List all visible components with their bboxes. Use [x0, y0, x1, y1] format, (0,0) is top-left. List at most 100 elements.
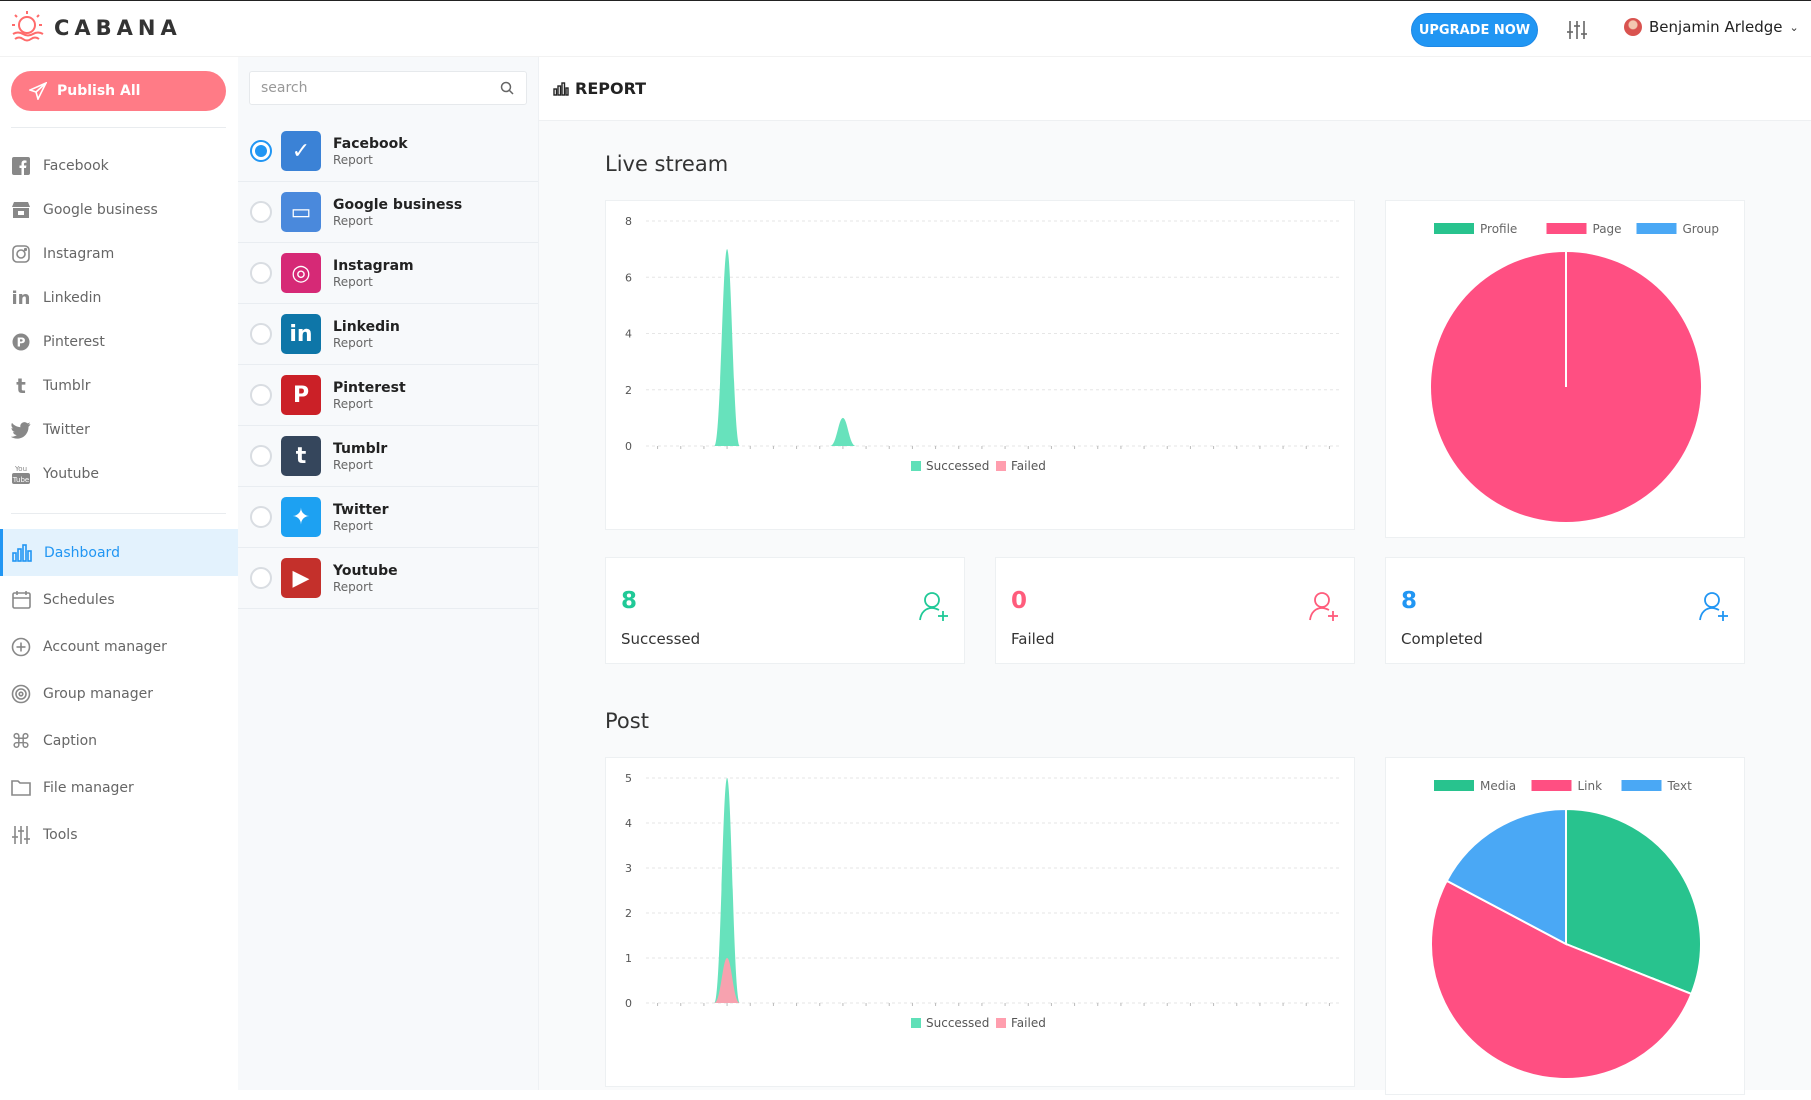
sidebar-item-tumblr[interactable]: t Tumblr	[0, 364, 238, 408]
sidebar-item-file-manager[interactable]: File manager	[0, 764, 238, 811]
sidebar-item-label: Tumblr	[43, 378, 91, 394]
user-plus-icon	[919, 592, 948, 621]
successed-stat-card: 8 Successed	[605, 557, 965, 664]
account-row-youtube[interactable]: ▶ Youtube Report	[238, 548, 538, 609]
failed-count: 0	[1011, 588, 1028, 614]
account-row-google-business[interactable]: ▭ Google business Report	[238, 182, 538, 243]
account-row-twitter[interactable]: ✦ Twitter Report	[238, 487, 538, 548]
pie-legend-swatch[interactable]	[1636, 223, 1677, 234]
account-subtitle: Report	[333, 579, 373, 594]
legend-label: Successed	[926, 459, 989, 473]
sidebar-item-twitter[interactable]: Twitter	[0, 408, 238, 452]
select-radio[interactable]	[250, 140, 272, 162]
publish-all-button[interactable]: Publish All	[11, 71, 226, 111]
pie-legend-swatch[interactable]	[1434, 780, 1474, 791]
instagram-icon	[11, 244, 31, 264]
select-radio[interactable]	[250, 445, 272, 467]
live-stream-title: Live stream	[605, 152, 729, 176]
instagram-icon: ◎	[281, 253, 321, 293]
sidebar-item-caption[interactable]: ⌘ Caption	[0, 717, 238, 764]
pie-legend-swatch[interactable]	[1621, 780, 1662, 791]
sidebar-item-group-manager[interactable]: Group manager	[0, 670, 238, 717]
settings-sliders-icon[interactable]	[1566, 19, 1588, 41]
legend-label: Failed	[1011, 1016, 1046, 1030]
linkedin-icon: in	[11, 287, 31, 309]
select-radio[interactable]	[250, 201, 272, 223]
pinterest-icon: P	[281, 375, 321, 415]
user-menu[interactable]: Benjamin Arledge ⌄	[1624, 18, 1799, 36]
sidebar-item-youtube[interactable]: You Tube Youtube	[0, 452, 238, 496]
live-stream-pie-chart: Profile Page Group	[1385, 200, 1745, 538]
pie-legend-label: Text	[1667, 779, 1693, 793]
sidebar-item-label: File manager	[43, 779, 134, 796]
successed-label: Successed	[621, 630, 701, 648]
select-radio[interactable]	[250, 323, 272, 345]
account-name: Instagram	[333, 257, 414, 274]
pie-legend-label: Media	[1480, 779, 1516, 793]
linkedin-icon: in	[281, 314, 321, 354]
live-stream-area-chart: 0 2 4 6 8 Successed Failed	[605, 200, 1355, 530]
y-tick-label: 6	[625, 271, 632, 284]
account-row-facebook[interactable]: ✓ Facebook Report	[238, 121, 538, 182]
account-name: Linkedin	[333, 318, 400, 335]
failed-stat-card: 0 Failed	[995, 557, 1355, 664]
sidebar-item-label: Pinterest	[43, 334, 105, 350]
folder-icon	[11, 778, 31, 798]
select-radio[interactable]	[250, 567, 272, 589]
sidebar-item-schedules[interactable]: Schedules	[0, 576, 238, 623]
account-text: Facebook Report	[333, 136, 408, 167]
sidebar-item-label: Instagram	[43, 246, 115, 262]
select-radio[interactable]	[250, 262, 272, 284]
legend-label: Failed	[1011, 459, 1046, 473]
y-tick-label: 2	[625, 384, 632, 397]
pie-slice-text[interactable]	[1445, 807, 1567, 946]
search-icon[interactable]	[500, 81, 514, 95]
account-subtitle: Report	[333, 213, 373, 228]
pie-legend-swatch[interactable]	[1531, 780, 1572, 791]
sidebar-item-facebook[interactable]: Facebook	[0, 144, 238, 188]
user-plus-icon	[1699, 592, 1728, 621]
top-bar: CABANA UPGRADE NOW Benjamin Arledge ⌄	[0, 0, 1811, 57]
sidebar-item-pinterest[interactable]: P Pinterest	[0, 320, 238, 364]
pie-slice-link[interactable]	[1430, 879, 1693, 1080]
brand-logo[interactable]: CABANA	[10, 11, 182, 45]
sidebar-item-account-manager[interactable]: Account manager	[0, 623, 238, 670]
account-row-linkedin[interactable]: in Linkedin Report	[238, 304, 538, 365]
account-list-panel: search ✓ Facebook Report ▭ Google business Re…	[238, 57, 539, 1090]
pie-slice-media[interactable]	[1565, 807, 1702, 996]
sidebar-item-instagram[interactable]: Instagram	[0, 232, 238, 276]
pie-legend-label: Link	[1578, 779, 1603, 793]
svg-text:You: You	[14, 465, 27, 473]
command-icon: ⌘	[11, 728, 31, 753]
account-row-tumblr[interactable]: t Tumblr Report	[238, 426, 538, 487]
pie-legend-label: Profile	[1480, 222, 1517, 236]
post-chart-svg: 0 1 2 3 4 5 Successed Failed	[625, 772, 1341, 1030]
upgrade-now-button[interactable]: UPGRADE NOW	[1411, 13, 1538, 47]
select-radio[interactable]	[250, 506, 272, 528]
completed-label: Completed	[1401, 630, 1483, 648]
legend-swatch	[996, 461, 1006, 471]
select-radio[interactable]	[250, 384, 272, 406]
sidebar-item-linkedin[interactable]: in Linkedin	[0, 276, 238, 320]
account-text: Linkedin Report	[333, 319, 400, 350]
target-icon	[11, 684, 31, 704]
user-plus-icon	[1309, 592, 1338, 621]
search-input[interactable]: search	[249, 71, 527, 105]
legend-label: Successed	[926, 1016, 989, 1030]
post-pie-svg: Media Link Text	[1430, 779, 1702, 1080]
account-row-pinterest[interactable]: P Pinterest Report	[238, 365, 538, 426]
area-peak-successed	[830, 417, 856, 446]
youtube-icon: ▶	[281, 558, 321, 598]
tumblr-icon: t	[281, 436, 321, 476]
live-stream-chart-svg: 0 2 4 6 8 Successed Failed	[625, 215, 1341, 473]
sliders-icon	[11, 825, 31, 845]
account-text: Google business Report	[333, 197, 462, 228]
sidebar-item-google-business[interactable]: Google business	[0, 188, 238, 232]
pie-legend-swatch[interactable]	[1546, 223, 1587, 234]
pie-legend-swatch[interactable]	[1434, 223, 1474, 234]
account-row-instagram[interactable]: ◎ Instagram Report	[238, 243, 538, 304]
sidebar-item-dashboard[interactable]: Dashboard	[0, 529, 238, 576]
account-subtitle: Report	[333, 152, 373, 167]
sidebar-item-tools[interactable]: Tools	[0, 811, 238, 858]
plus-circle-icon	[11, 637, 31, 657]
